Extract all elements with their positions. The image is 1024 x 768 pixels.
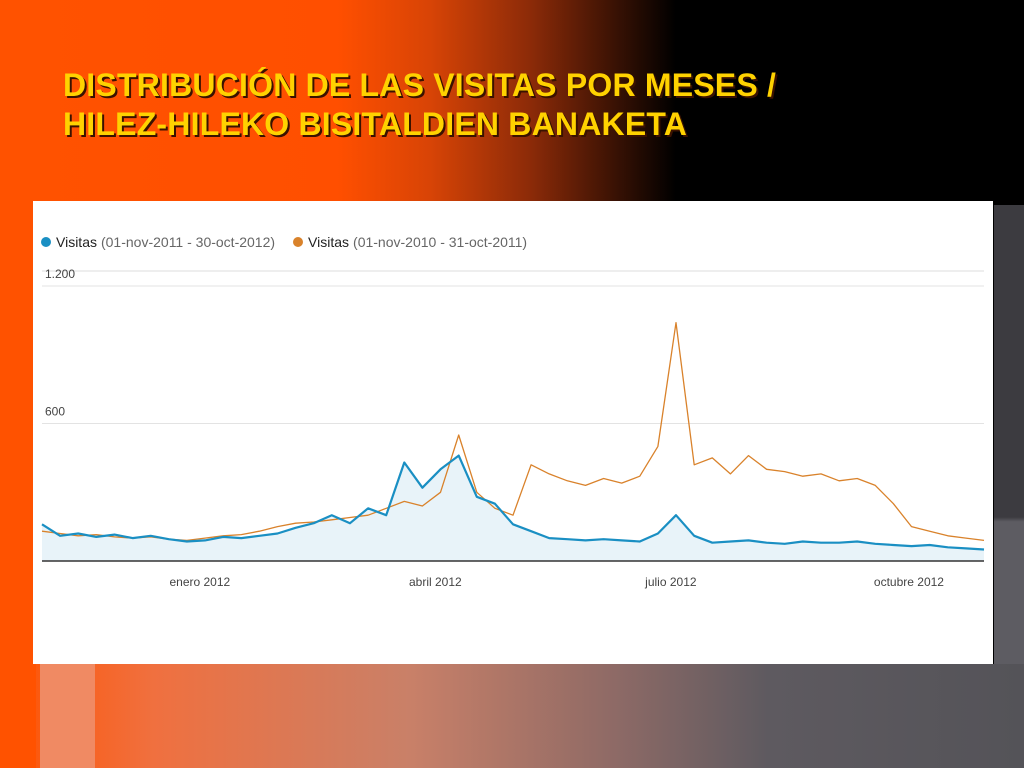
left-accent-strip (0, 664, 36, 768)
line-chart: 1.200 600 enero 2012 abril 2012 julio 2012 oc… (41, 267, 985, 589)
x-tick-label: abril 2012 (409, 575, 462, 589)
legend-dot-current (41, 237, 51, 247)
y-tick-label: 600 (45, 405, 65, 419)
legend-series-range-current: (01-nov-2011 - 30-oct-2012) (100, 234, 276, 250)
x-tick-label: enero 2012 (169, 575, 230, 589)
x-tick-label: julio 2012 (644, 575, 697, 589)
chart-panel: Visitas (01-nov-2011 - 30-oct-2012) Visi… (33, 201, 993, 664)
series-line-previous (41, 322, 985, 542)
legend-dot-previous (293, 237, 304, 247)
series-area-current (42, 455, 984, 561)
left-light-strip (40, 664, 95, 768)
x-tick-label: octubre 2012 (874, 575, 944, 589)
bottom-band (0, 664, 1024, 768)
slide-title-line-1: DISTRIBUCIÓN DE LAS VISITAS POR MESES / (63, 67, 777, 103)
y-tick-label: 1.200 (45, 267, 75, 281)
legend-item-current[interactable]: Visitas (01-nov-2011 - 30-oct-2012) (41, 234, 275, 250)
legend-item-previous[interactable]: Visitas (01-nov-2010 - 31-oct-2011) (293, 234, 527, 250)
slide-title: DISTRIBUCIÓN DE LAS VISITAS POR MESES / … (63, 66, 963, 144)
slide-title-line-2: HILEZ-HILEKO BISITALDIEN BANAKETA (63, 106, 688, 142)
chart-legend: Visitas (01-nov-2011 - 30-oct-2012) Visi… (41, 234, 527, 250)
series-line-current (41, 454, 985, 551)
legend-series-name-previous: Visitas (308, 234, 350, 250)
legend-series-range-previous: (01-nov-2010 - 31-oct-2011) (353, 234, 528, 250)
right-gray-strip (994, 205, 1024, 664)
legend-series-name-current: Visitas (56, 234, 97, 250)
